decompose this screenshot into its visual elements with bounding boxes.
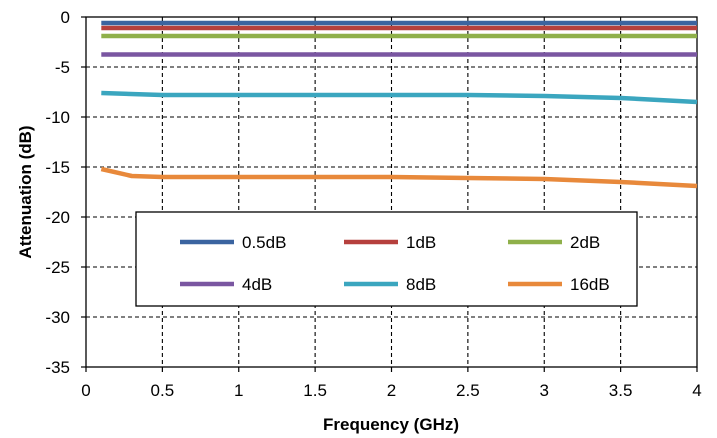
axis-ticks: 0 0.5 1 1.5 2 2.5 3 3.5 4 0 -5 -10 -15 -20 -25 -30 -35 — [45, 8, 701, 400]
legend: 0.5dB 1dB 2dB 4dB 8dB 16dB — [135, 211, 638, 307]
y-tick-label: -30 — [45, 308, 70, 327]
x-tick-label: 0.5 — [151, 381, 175, 400]
y-tick-label: -25 — [45, 258, 70, 277]
y-tick-label: -10 — [45, 108, 70, 127]
x-tick-label: 1.5 — [303, 381, 327, 400]
x-tick-label: 4 — [692, 381, 701, 400]
x-tick-label: 2.5 — [456, 381, 480, 400]
x-tick-label: 0 — [81, 381, 90, 400]
legend-label: 0.5dB — [242, 233, 286, 252]
series-line-8db — [101, 90, 698, 105]
legend-label: 4dB — [242, 275, 272, 294]
y-tick-label: -20 — [45, 208, 70, 227]
legend-label: 16dB — [570, 275, 610, 294]
legend-box — [135, 211, 638, 307]
series-line-16db — [100, 166, 698, 189]
x-tick-label: 3.5 — [609, 381, 633, 400]
y-axis-title: Attenuation (dB) — [16, 125, 35, 258]
y-tick-label: 0 — [61, 8, 70, 27]
x-tick-label: 1 — [234, 381, 243, 400]
legend-label: 8dB — [406, 275, 436, 294]
series-lines — [100, 20, 698, 189]
legend-label: 2dB — [570, 233, 600, 252]
x-tick-label: 2 — [387, 381, 396, 400]
y-tick-label: -5 — [55, 58, 70, 77]
x-tick-label: 3 — [540, 381, 549, 400]
y-tick-label: -35 — [45, 358, 70, 377]
x-axis-title: Frequency (GHz) — [323, 415, 459, 434]
y-tick-label: -15 — [45, 158, 70, 177]
legend-label: 1dB — [406, 233, 436, 252]
